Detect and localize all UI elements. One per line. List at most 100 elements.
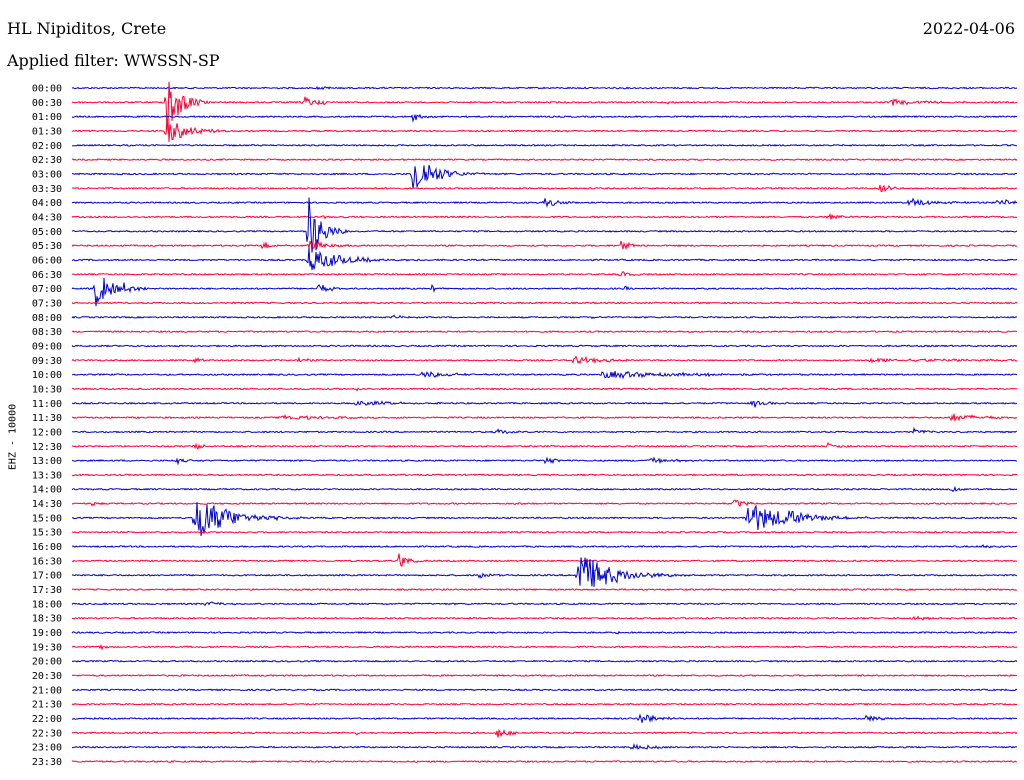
row-time-label: 07:00 bbox=[32, 284, 62, 295]
trace-1730 bbox=[71, 588, 1018, 591]
row-time-label: 20:30 bbox=[32, 671, 62, 682]
row-time-label: 09:30 bbox=[32, 356, 62, 367]
filter-label: Applied filter: WWSSN-SP bbox=[7, 51, 220, 70]
row-time-label: 00:30 bbox=[32, 98, 62, 109]
trace-1430 bbox=[71, 499, 1018, 507]
row-time-label: 17:00 bbox=[32, 571, 62, 582]
trace-1000 bbox=[71, 370, 1018, 380]
row-time-label: 17:30 bbox=[32, 585, 62, 596]
trace-0500 bbox=[71, 197, 1018, 253]
row-time-label: 01:00 bbox=[32, 112, 62, 123]
row-time-label: 00:00 bbox=[32, 84, 62, 95]
date-label: 2022-04-06 bbox=[922, 19, 1015, 38]
row-time-label: 14:00 bbox=[32, 485, 62, 496]
trace-1300 bbox=[71, 456, 1018, 466]
trace-1930 bbox=[71, 643, 1018, 651]
trace-1330 bbox=[72, 473, 1018, 477]
trace-0030 bbox=[71, 81, 1018, 131]
row-time-label: 23:00 bbox=[32, 743, 62, 754]
trace-2300 bbox=[71, 743, 1018, 750]
row-time-label: 10:00 bbox=[32, 370, 62, 381]
trace-0430 bbox=[71, 212, 1018, 220]
trace-0000 bbox=[71, 86, 1018, 91]
trace-0930 bbox=[71, 355, 1018, 365]
trace-2200 bbox=[71, 713, 1017, 723]
trace-0600 bbox=[71, 247, 1018, 270]
row-time-label: 09:00 bbox=[32, 341, 62, 352]
trace-1200 bbox=[71, 426, 1018, 434]
row-time-label: 03:00 bbox=[32, 169, 62, 180]
trace-1830 bbox=[71, 615, 1018, 621]
row-time-label: 21:30 bbox=[32, 700, 62, 711]
row-time-label: 18:00 bbox=[32, 599, 62, 610]
row-time-label: 02:30 bbox=[32, 155, 62, 166]
row-time-label: 18:30 bbox=[32, 614, 62, 625]
row-time-label: 11:30 bbox=[32, 413, 62, 424]
trace-2100 bbox=[71, 688, 1018, 692]
trace-2130 bbox=[71, 702, 1018, 706]
trace-0200 bbox=[71, 143, 1018, 147]
row-time-label: 04:00 bbox=[32, 198, 62, 209]
row-time-label: 12:00 bbox=[32, 427, 62, 438]
trace-1900 bbox=[71, 630, 1018, 635]
row-time-label: 15:00 bbox=[32, 513, 62, 524]
row-time-label: 05:00 bbox=[32, 227, 62, 238]
trace-0100 bbox=[71, 113, 1018, 123]
trace-2330 bbox=[71, 760, 1018, 764]
trace-0230 bbox=[71, 158, 1018, 162]
trace-1030 bbox=[71, 387, 1018, 392]
row-time-label: 03:30 bbox=[32, 184, 62, 195]
row-time-label: 12:30 bbox=[32, 442, 62, 453]
trace-0130 bbox=[71, 117, 1018, 143]
trace-0800 bbox=[71, 314, 1018, 320]
row-time-label: 19:30 bbox=[32, 642, 62, 653]
row-time-label: 21:00 bbox=[32, 685, 62, 696]
trace-1500 bbox=[71, 502, 1018, 536]
trace-1700 bbox=[71, 557, 1018, 587]
station-title: HL Nipiditos, Crete bbox=[7, 19, 167, 38]
row-time-label: 16:00 bbox=[32, 542, 62, 553]
row-time-label: 14:30 bbox=[32, 499, 62, 510]
trace-2000 bbox=[72, 659, 1018, 663]
row-time-label: 02:00 bbox=[32, 141, 62, 152]
trace-1100 bbox=[71, 400, 1018, 408]
row-time-label: 23:30 bbox=[32, 757, 62, 768]
trace-1400 bbox=[71, 485, 1018, 493]
trace-0530 bbox=[71, 240, 1018, 251]
row-time-label: 16:30 bbox=[32, 556, 62, 567]
trace-0830 bbox=[71, 330, 1018, 334]
trace-2030 bbox=[71, 674, 1018, 677]
row-time-label: 22:00 bbox=[32, 714, 62, 725]
row-time-label: 13:00 bbox=[32, 456, 62, 467]
row-time-label: 19:00 bbox=[32, 628, 62, 639]
trace-1630 bbox=[71, 553, 1018, 567]
trace-0700 bbox=[71, 277, 1018, 307]
trace-0900 bbox=[71, 344, 1018, 348]
row-time-label: 08:00 bbox=[32, 313, 62, 324]
row-time-label: 22:30 bbox=[32, 728, 62, 739]
trace-1800 bbox=[71, 601, 1018, 607]
trace-0330 bbox=[71, 184, 1018, 193]
trace-0730 bbox=[71, 301, 1018, 305]
row-time-label: 06:30 bbox=[32, 270, 62, 281]
row-time-label: 08:30 bbox=[32, 327, 62, 338]
trace-2230 bbox=[71, 728, 1018, 738]
row-time-label: 06:00 bbox=[32, 255, 62, 266]
trace-1230 bbox=[71, 441, 1018, 450]
row-time-label: 20:00 bbox=[32, 657, 62, 668]
row-time-label: 11:00 bbox=[32, 399, 62, 410]
row-time-label: 15:30 bbox=[32, 528, 62, 539]
trace-0300 bbox=[71, 164, 1018, 189]
row-time-label: 04:30 bbox=[32, 212, 62, 223]
trace-1600 bbox=[71, 544, 1018, 549]
row-time-label: 10:30 bbox=[32, 384, 62, 395]
trace-1530 bbox=[71, 530, 1018, 534]
row-time-label: 07:30 bbox=[32, 298, 62, 309]
trace-1130 bbox=[72, 413, 1018, 422]
row-time-label: 13:30 bbox=[32, 470, 62, 481]
row-time-label: 01:30 bbox=[32, 126, 62, 137]
trace-0400 bbox=[71, 197, 1018, 208]
trace-0630 bbox=[71, 271, 1018, 277]
row-time-label: 05:30 bbox=[32, 241, 62, 252]
